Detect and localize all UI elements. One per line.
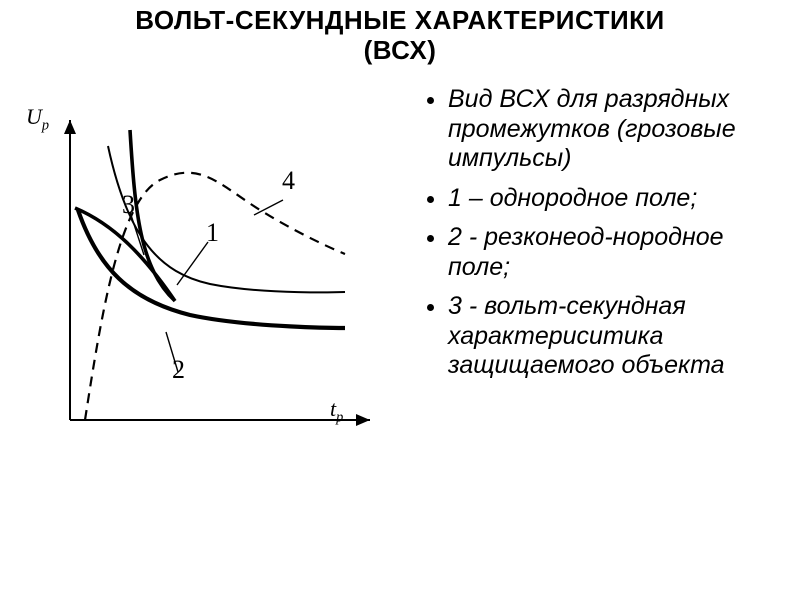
bullet-list: Вид ВСХ для разрядных промежутков (грозо… [420,85,790,391]
list-item: Вид ВСХ для разрядных промежутков (грозо… [448,85,790,174]
curve-label-3: 3 [122,190,135,220]
list-item: 1 – однородное поле; [448,184,790,214]
title-line2: (ВСХ) [364,35,437,65]
x-axis-label: tр [330,396,343,426]
list-item: 2 - резконеод-нородное поле; [448,223,790,282]
list-item: 3 - вольт-секундная характериситика защи… [448,292,790,381]
y-axis-label: Uр [26,104,49,134]
page-title: ВОЛЬТ-СЕКУНДНЫЕ ХАРАКТЕРИСТИКИ (ВСХ) [0,6,800,66]
page: ВОЛЬТ-СЕКУНДНЫЕ ХАРАКТЕРИСТИКИ (ВСХ) Uр … [0,0,800,600]
title-line1: ВОЛЬТ-СЕКУНДНЫЕ ХАРАКТЕРИСТИКИ [135,5,664,35]
curve-label-4: 4 [282,166,295,196]
curve-label-2: 2 [172,355,185,385]
curve-label-1: 1 [206,218,219,248]
vsc-chart: Uр tр 1 2 3 4 [10,90,400,460]
